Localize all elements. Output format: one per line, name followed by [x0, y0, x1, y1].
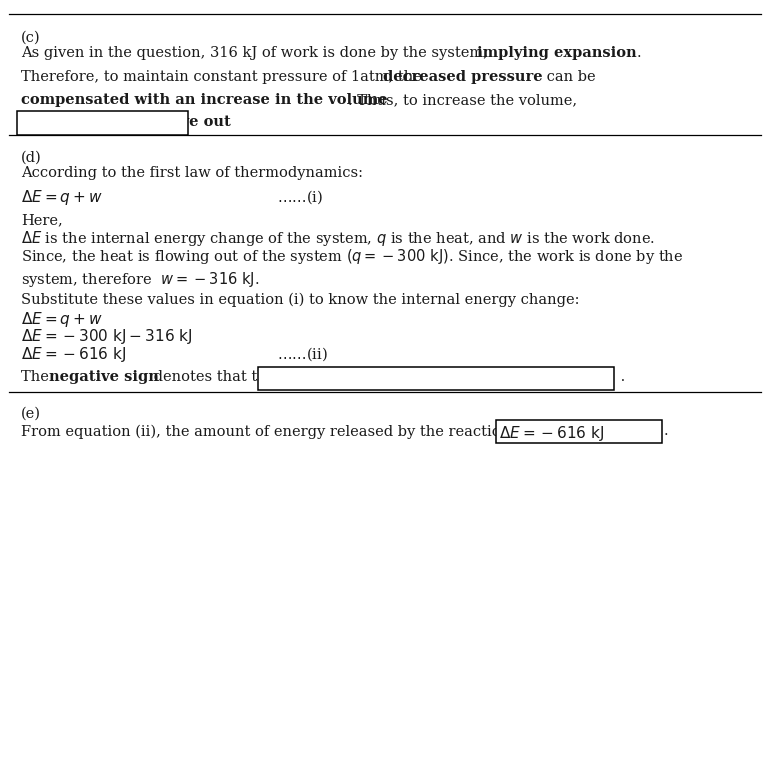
Text: Therefore, to maintain constant pressure of 1atm, the: Therefore, to maintain constant pressure…: [21, 70, 427, 84]
Text: Since, the heat is flowing out of the system $(q=-300\ \mathrm{kJ})$. Since, the: Since, the heat is flowing out of the sy…: [21, 247, 683, 266]
FancyBboxPatch shape: [258, 367, 614, 390]
Text: .: .: [664, 424, 668, 438]
Text: As given in the question, 316 kJ of work is done by the system,: As given in the question, 316 kJ of work…: [21, 46, 492, 60]
Text: energy is released by the system: energy is released by the system: [262, 370, 529, 384]
Text: .: .: [171, 115, 176, 128]
Text: $\Delta E$ is the internal energy change of the system, $q$ is the heat, and $w$: $\Delta E$ is the internal energy change…: [21, 229, 655, 248]
Text: Here,: Here,: [21, 214, 62, 228]
Text: $\ldots\ldots$(ii): $\ldots\ldots$(ii): [277, 345, 328, 363]
Text: $\ldots\ldots$(i): $\ldots\ldots$(i): [277, 188, 323, 206]
Text: (e): (e): [21, 407, 41, 421]
Text: From equation (ii), the amount of energy released by the reaction is: From equation (ii), the amount of energy…: [21, 424, 531, 439]
Text: implying expansion: implying expansion: [477, 46, 637, 60]
Text: Substitute these values in equation (i) to know the internal energy change:: Substitute these values in equation (i) …: [21, 293, 579, 307]
Text: $\Delta E = q+w$: $\Delta E = q+w$: [21, 188, 102, 207]
Text: compensated with an increase in the volume: compensated with an increase in the volu…: [21, 93, 387, 107]
Text: denotes that the: denotes that the: [149, 370, 280, 384]
Text: can be: can be: [542, 70, 596, 84]
Text: decreased pressure: decreased pressure: [383, 70, 543, 84]
Text: system, therefore $\ w=-316\ \mathrm{kJ}$.: system, therefore $\ w=-316\ \mathrm{kJ}…: [21, 270, 259, 289]
Text: $\Delta E = -616\ \mathrm{kJ}$: $\Delta E = -616\ \mathrm{kJ}$: [21, 345, 126, 365]
FancyBboxPatch shape: [496, 420, 662, 443]
Text: .: .: [616, 370, 625, 384]
Text: According to the first law of thermodynamics:: According to the first law of thermodyna…: [21, 166, 363, 180]
Text: . Thus, to increase the volume,: . Thus, to increase the volume,: [348, 93, 578, 107]
Text: The: The: [21, 370, 53, 384]
Text: $\Delta E = -300\ \mathrm{kJ}-316\ \mathrm{kJ}$: $\Delta E = -300\ \mathrm{kJ}-316\ \math…: [21, 327, 192, 347]
Text: .: .: [637, 46, 641, 60]
Text: $\Delta E=-616\ \mathrm{kJ}$: $\Delta E=-616\ \mathrm{kJ}$: [499, 424, 604, 444]
Text: the piston must move out: the piston must move out: [21, 115, 230, 128]
Text: negative sign: negative sign: [49, 370, 159, 384]
FancyBboxPatch shape: [17, 111, 188, 135]
Text: (c): (c): [21, 31, 40, 45]
Text: $\Delta E = q+w$: $\Delta E = q+w$: [21, 310, 102, 329]
Text: (d): (d): [21, 151, 42, 165]
